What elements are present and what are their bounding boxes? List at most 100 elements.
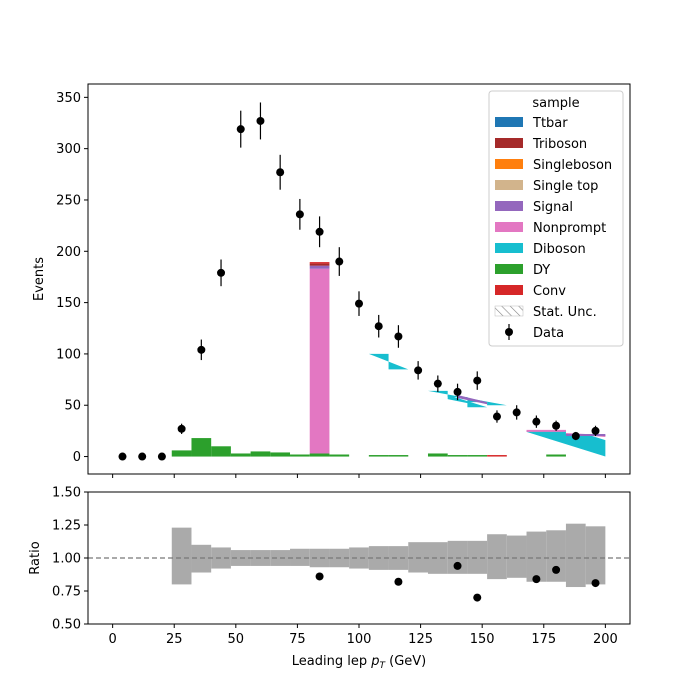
data-markers [118,102,600,461]
data-point [118,452,127,461]
ratio-band-bin [526,531,547,582]
data-point [256,116,265,125]
legend-swatch-diboson [495,243,523,253]
main-x-axis-ticks [112,474,606,478]
data-point [177,424,186,433]
stack-bar-dy [290,454,310,457]
legend-swatch-single-top [495,180,523,190]
data-point [394,332,403,341]
main-y-axis: 0 50 100 150 200 250 300 350 [56,91,88,465]
stack-bar-triboson [309,263,330,266]
legend-label-signal: Signal [533,200,573,215]
y-tick-label: 300 [56,142,81,157]
ratio-data-point [532,575,541,584]
ratio-y-axis-label: Ratio [28,541,43,574]
ratio-data-point [394,577,403,586]
data-point [591,426,600,435]
ratio-band-bin [487,534,507,580]
data-point [433,379,442,388]
legend: sample Ttbar Triboson Singleboson Single to… [488,90,624,347]
ratio-y-tick-label: 1.50 [52,486,81,501]
stack-bar-dy [270,452,291,457]
ratio-x-axis: 0 25 50 75 100 125 150 175 200 [108,624,618,647]
ratio-band-bin [565,523,586,588]
data-point [571,432,580,441]
x-tick-label: 150 [470,632,495,647]
stack-bar-conv [487,455,507,457]
ratio-band-bin [309,548,330,568]
stack-bar-dy [230,453,251,457]
data-point [512,408,521,417]
data-point [276,168,285,177]
x-tick-label: 25 [166,632,183,647]
data-point [552,421,561,430]
stack-bar-signal [309,265,330,269]
data-point [374,322,383,331]
legend-swatch-singleboson [495,159,523,169]
ratio-band-bin [447,540,468,574]
data-point [473,376,482,385]
ratio-plot-panel: 0.50 0.75 1.00 1.25 1.50 0 25 50 75 100 125 150 175… [28,486,631,671]
legend-box [488,90,624,347]
legend-label-single-top: Single top [533,179,598,194]
legend-label-dy: DY [533,263,550,278]
ratio-band-bin [546,530,566,582]
ratio-uncertainty-band [171,523,606,588]
legend-label-nonprompt: Nonprompt [533,221,606,236]
ratio-band-bin [585,526,606,585]
data-point [335,257,344,266]
x-tick-label: 175 [531,632,556,647]
x-tick-label: 200 [593,632,618,647]
legend-swatch-conv [495,285,523,295]
legend-marker-data [505,328,513,336]
main-plot-panel: 0 50 100 150 200 250 300 350 Events sample Ttba… [32,83,631,478]
legend-title: sample [532,96,579,111]
data-point [492,412,501,421]
ratio-band-bin [211,547,231,569]
data-point [217,268,226,277]
ratio-band-bin [388,546,409,570]
ratio-y-tick-label: 0.50 [52,618,81,633]
stack-bar-conv [309,262,330,264]
ratio-y-tick-label: 1.00 [52,552,81,567]
legend-label-conv: Conv [533,284,566,299]
stack-bar-dy [171,450,192,457]
data-point [138,452,147,461]
stack-bar-dy [467,455,488,457]
ratio-band-bin [506,535,527,578]
ratio-data-point [453,561,462,570]
y-tick-label: 0 [73,450,81,465]
stack-bar-dy [309,453,330,457]
y-tick-label: 50 [64,399,81,414]
data-point [157,452,166,461]
data-point [315,227,324,236]
stack-bar-dy [447,455,468,457]
x-tick-label: 125 [408,632,433,647]
data-point [236,125,245,134]
data-point [197,345,206,354]
ratio-band-bin [171,527,192,585]
stack-bar-dy [388,455,409,457]
legend-label-ttbar: Ttbar [532,116,568,131]
x-tick-label: 75 [289,632,306,647]
legend-swatch-stat-unc- [494,305,524,317]
data-point [355,299,363,308]
stack-bar-dy [546,454,566,457]
legend-label-data: Data [533,326,564,341]
x-tick-label: 50 [228,632,245,647]
legend-swatch-dy [495,264,523,274]
stacked-histogram [171,262,566,457]
stack-bar-dy [329,454,350,457]
legend-swatch-nonprompt [495,222,523,232]
stack-bar-dy [250,451,271,457]
ratio-y-axis: 0.50 0.75 1.00 1.25 1.50 [52,486,88,633]
ratio-y-tick-label: 1.25 [52,519,81,534]
stack-polygon-signal [457,394,488,405]
ratio-band-bin [191,544,212,573]
legend-swatch-triboson [495,138,523,148]
ratio-data-markers [315,561,600,602]
stack-polygon-diboson [368,353,409,370]
x-tick-label: 0 [108,632,116,647]
ratio-data-point [315,572,324,581]
